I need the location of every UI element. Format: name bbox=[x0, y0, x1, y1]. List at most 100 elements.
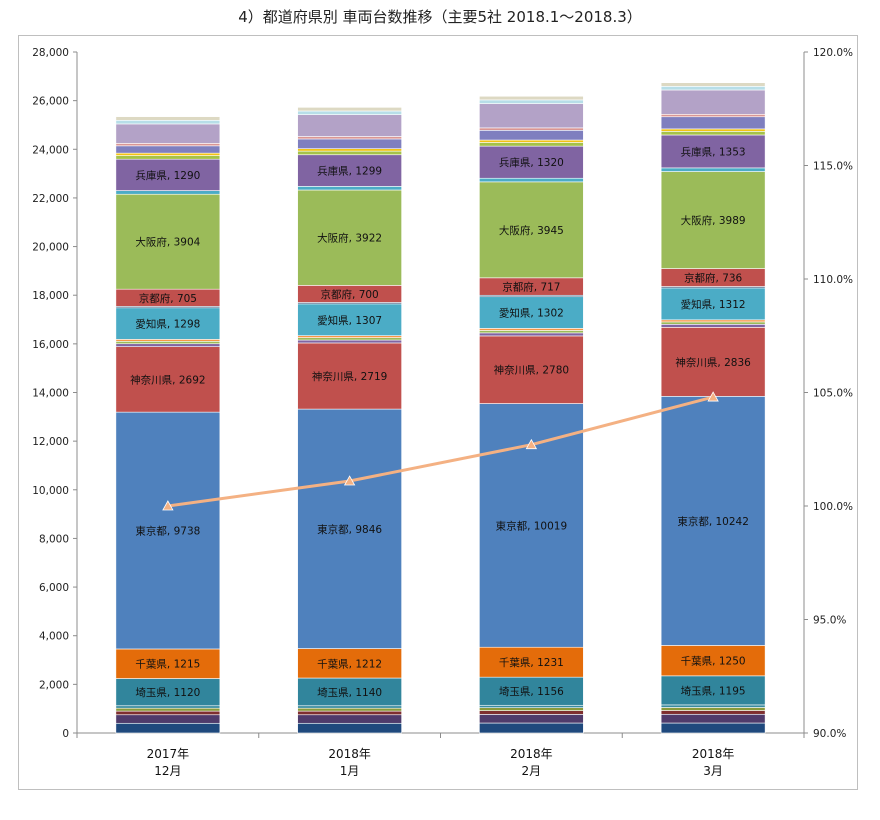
x-category-label: 12月 bbox=[154, 764, 181, 778]
index-line-marker bbox=[343, 475, 356, 486]
bar-segment bbox=[115, 714, 221, 724]
y-tick-label: 16,000 bbox=[32, 339, 69, 351]
bar-segment bbox=[660, 722, 766, 734]
bar-segment bbox=[660, 319, 766, 323]
data-label: 愛知県, 1312 bbox=[681, 298, 746, 311]
x-category-label: 1月 bbox=[340, 764, 360, 778]
y-tick-label: 8,000 bbox=[39, 533, 69, 545]
data-label: 神奈川県, 2719 bbox=[312, 370, 387, 383]
bar-segment bbox=[660, 710, 766, 715]
y-tick-label: 6,000 bbox=[39, 582, 69, 594]
data-label: 愛知県, 1298 bbox=[135, 318, 200, 331]
y-tick-label: 10,000 bbox=[32, 485, 69, 497]
bar-segment bbox=[479, 139, 584, 143]
x-category-label: 2018年 bbox=[510, 747, 553, 761]
bar-segment bbox=[660, 324, 766, 328]
data-label: 大阪府, 3945 bbox=[499, 224, 564, 237]
bar-segment bbox=[660, 327, 766, 397]
bar-segment bbox=[479, 103, 584, 129]
bar-segment bbox=[297, 107, 402, 112]
bar-segment bbox=[479, 127, 584, 131]
y-tick-label: 14,000 bbox=[32, 388, 69, 400]
y-tick-label: 26,000 bbox=[32, 96, 69, 108]
y-tick-label: 2,000 bbox=[39, 679, 69, 691]
bar-segment bbox=[660, 321, 766, 325]
bar-segment bbox=[479, 704, 584, 709]
x-category-label: 3月 bbox=[703, 764, 723, 778]
bar-segment bbox=[297, 408, 402, 649]
bar-segment bbox=[479, 142, 584, 147]
bar-segment bbox=[479, 145, 584, 179]
bar-segment bbox=[479, 676, 584, 706]
bar-segment bbox=[115, 722, 221, 734]
x-category-label: 2017年 bbox=[147, 747, 190, 761]
data-label: 千葉県, 1212 bbox=[317, 657, 382, 670]
bar-segment bbox=[297, 150, 402, 156]
bar-segment bbox=[660, 131, 766, 136]
bar-segment bbox=[479, 714, 584, 724]
data-label: 神奈川県, 2692 bbox=[130, 373, 205, 386]
bar-segment bbox=[297, 677, 402, 707]
y-tick-label: 4,000 bbox=[39, 631, 69, 643]
bar-segment bbox=[479, 330, 584, 334]
data-label: 兵庫県, 1290 bbox=[135, 169, 200, 182]
bar-segment bbox=[479, 335, 584, 404]
bar-segment bbox=[297, 339, 402, 344]
y2-tick-label: 100.0% bbox=[813, 501, 853, 513]
bar-segment bbox=[297, 337, 402, 341]
bar-segment bbox=[297, 707, 402, 712]
bar-segment bbox=[479, 722, 584, 734]
bar-segment bbox=[297, 648, 402, 679]
y2-tick-label: 105.0% bbox=[813, 388, 853, 400]
bar-segment bbox=[660, 645, 766, 677]
bar-segment bbox=[115, 145, 221, 154]
bar-segment bbox=[115, 123, 221, 144]
data-label: 愛知県, 1302 bbox=[499, 307, 564, 320]
bar-segment bbox=[297, 342, 402, 410]
y-tick-label: 20,000 bbox=[32, 242, 69, 254]
data-label: 千葉県, 1231 bbox=[499, 656, 564, 669]
bar-segment bbox=[479, 328, 584, 331]
bar-segment bbox=[660, 707, 766, 711]
data-label: 埼玉県, 1156 bbox=[499, 685, 564, 698]
x-category-label: 2月 bbox=[522, 764, 542, 778]
bar-segment bbox=[115, 705, 221, 709]
bar-segment bbox=[115, 190, 221, 195]
data-label: 京都府, 705 bbox=[139, 292, 197, 305]
bar-segment bbox=[479, 710, 584, 715]
bar-segment bbox=[115, 116, 221, 121]
data-label: 兵庫県, 1353 bbox=[681, 145, 746, 158]
y2-tick-label: 120.0% bbox=[813, 47, 853, 59]
bar-segment bbox=[660, 704, 766, 708]
x-category-label: 2018年 bbox=[692, 747, 735, 761]
bar-segment bbox=[660, 86, 766, 91]
y-tick-label: 12,000 bbox=[32, 436, 69, 448]
data-label: 大阪府, 3922 bbox=[317, 232, 382, 245]
bar-segment bbox=[479, 181, 584, 279]
data-label: 千葉県, 1250 bbox=[681, 655, 746, 668]
bar-segment bbox=[297, 705, 402, 709]
y-tick-label: 24,000 bbox=[32, 144, 69, 156]
chart-frame: 0 2,000 4,000 6,000 8,000 10,000 12,000 14,000 1… bbox=[18, 35, 858, 790]
stacked-bar-chart: 0 2,000 4,000 6,000 8,000 10,000 12,000 14,000 1… bbox=[32, 47, 853, 778]
data-label: 埼玉県, 1195 bbox=[681, 684, 746, 697]
bar-segment bbox=[297, 303, 402, 336]
bar-segment bbox=[115, 648, 221, 679]
data-label: 埼玉県, 1140 bbox=[317, 686, 382, 699]
bar-segment bbox=[297, 722, 402, 734]
bar-segment bbox=[115, 143, 221, 147]
data-label: 東京都, 10019 bbox=[496, 519, 568, 532]
data-label: 千葉県, 1215 bbox=[135, 658, 200, 671]
index-line-marker bbox=[525, 438, 538, 450]
y2-tick-label: 110.0% bbox=[813, 274, 853, 286]
bar-segment bbox=[297, 136, 402, 140]
bar-segment bbox=[660, 167, 766, 172]
bar-segment bbox=[297, 189, 402, 286]
y2-tick-label: 95.0% bbox=[813, 615, 846, 627]
data-label: 大阪府, 3904 bbox=[135, 236, 200, 249]
y-tick-label: 0 bbox=[62, 728, 69, 740]
bar-segment bbox=[660, 675, 766, 706]
bar-segment bbox=[115, 678, 221, 707]
bar-segment bbox=[479, 707, 584, 711]
data-label: 東京都, 10242 bbox=[677, 515, 749, 528]
